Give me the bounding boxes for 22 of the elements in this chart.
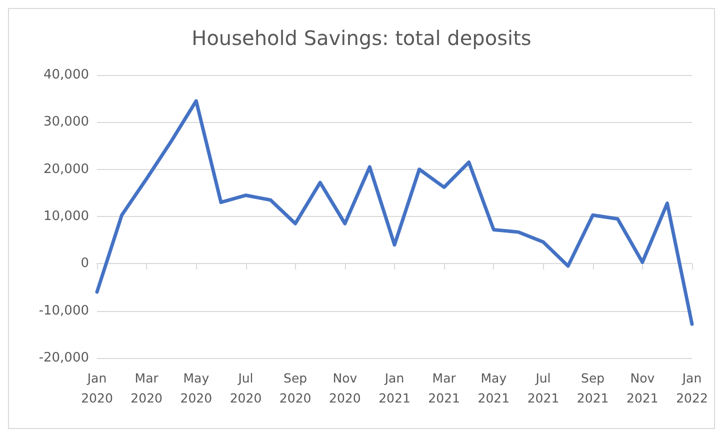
x-tick-label: Mar 2020 [130,370,163,406]
x-tick-label: Jan 2021 [378,370,410,406]
y-tick-label: -10,000 [38,303,89,318]
x-tick-label: Jul 2021 [527,370,560,406]
y-tick-label: 10,000 [44,209,89,224]
x-tick-label: Jan 2020 [81,370,113,406]
y-tick-label: 0 [80,256,89,272]
x-tick-label: Jan 2022 [676,370,708,406]
line-series [95,99,694,326]
y-tick-label: -20,000 [38,350,89,366]
chart-title: Household Savings: total deposits [192,26,532,50]
y-tick-label: 20,000 [44,162,89,177]
x-tick-label: Sep 2020 [279,370,312,406]
x-tick-label: Nov 2020 [329,370,361,406]
x-tick-label: Sep 2021 [576,370,609,406]
y-tick-label: 40,000 [44,68,89,82]
x-tick-label: Jul 2020 [230,370,262,406]
x-tick-label: May 2020 [180,370,212,406]
x-tick-label: May 2021 [478,370,510,406]
x-tick-label: Mar 2021 [428,370,460,406]
y-tick-label: 30,000 [44,114,89,130]
x-tick-label: Nov 2021 [626,370,658,406]
